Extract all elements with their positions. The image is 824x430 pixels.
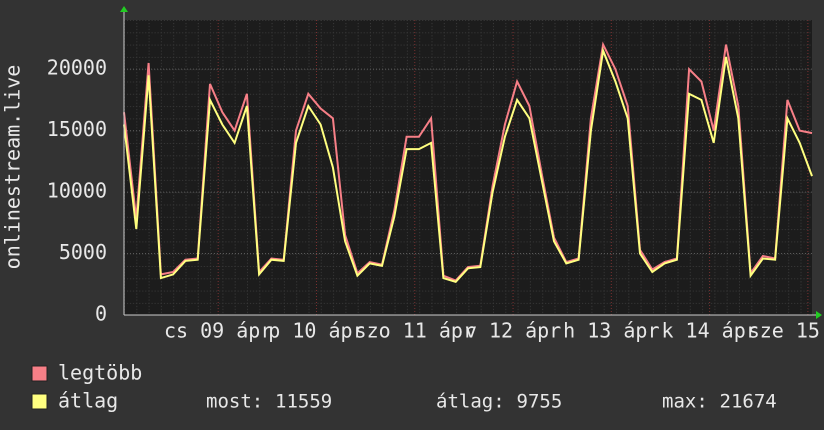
y-tick-label: 5000: [59, 240, 107, 264]
series-line: [123, 46, 813, 283]
legend-swatch: [31, 365, 48, 382]
lines: [123, 41, 813, 283]
y-tick-label: 0: [95, 302, 107, 326]
stat-label: átlag:: [436, 391, 505, 413]
y-tick-label: 10000: [47, 179, 107, 203]
x-tick-label: sze 15 ápr: [748, 319, 824, 343]
x-tick-label: cs 09 ápr: [164, 319, 272, 343]
x-tick-label: h 13 ápr: [563, 319, 659, 343]
legend-swatch: [31, 393, 48, 410]
series-line: [123, 41, 813, 282]
x-arrow: [816, 311, 822, 319]
y-axis-label: onlinestream.live: [1, 65, 25, 270]
minor-grid: [124, 20, 812, 315]
x-tick-label: k 14 ápr: [661, 319, 757, 343]
stat-label: most:: [206, 391, 263, 413]
stat-value: 11559: [275, 391, 332, 413]
legend-label: átlag: [58, 389, 118, 413]
legend: legtöbb átlag most: 11559 átlag: 9755 max: 2167…: [31, 361, 777, 413]
y-arrow: [120, 6, 128, 12]
stat-value: 9755: [517, 391, 563, 413]
legend-label: legtöbb: [58, 361, 142, 385]
y-tick-label: 20000: [47, 56, 107, 80]
stat-label: max:: [662, 391, 708, 413]
y-tick-label: 15000: [47, 117, 107, 141]
stat-value: 21674: [720, 391, 777, 413]
x-tick-label: v 12 ápr: [465, 319, 561, 343]
x-tick-label: p 10 ápr: [268, 319, 364, 343]
x-tick-label: szo 11 ápr: [355, 319, 475, 343]
